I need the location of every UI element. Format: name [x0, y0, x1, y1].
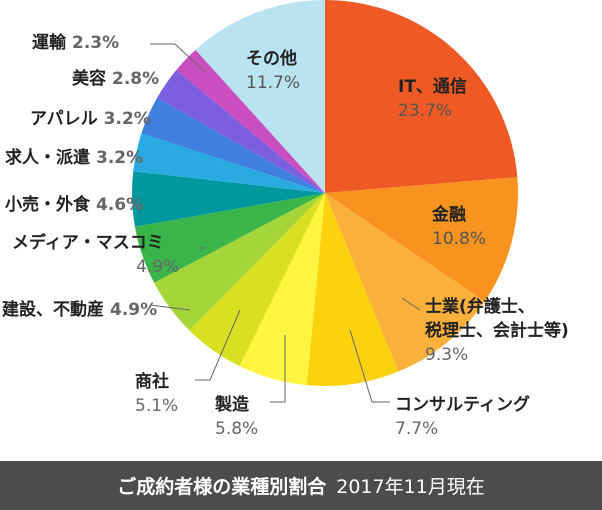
slice-label-0: IT、通信: [398, 76, 467, 97]
pie-slice-1: [325, 177, 518, 302]
leader-line-6: [149, 304, 191, 311]
pie-slice-12: [176, 49, 325, 193]
slice-value-3: 7.7%: [395, 419, 438, 439]
pie-slice-10: [141, 97, 325, 193]
footer-title: ご成約者様の業種別割合: [117, 476, 327, 498]
pie-slice-13: [195, 0, 325, 193]
pie-slice-0: [325, 0, 518, 193]
slice-value-4: 5.8%: [215, 419, 258, 439]
leader-line-3: [349, 329, 390, 403]
slice-value-13: 11.7%: [246, 73, 300, 93]
leader-line-4: [270, 335, 286, 403]
pie-slice-7: [134, 193, 325, 283]
pie-slice-9: [133, 133, 325, 193]
pie-slice-5: [189, 193, 325, 367]
pie-slice-11: [157, 69, 325, 193]
slice-label-7: メディア・マスコミ: [12, 232, 164, 253]
slice-value-0: 23.7%: [398, 101, 452, 121]
slice-label-13: その他: [246, 48, 297, 69]
slice-label-8: 小売・外食 4.6%: [5, 194, 143, 215]
slice-label-1: 金融: [431, 204, 466, 225]
slice-label-9: 求人・派遣 3.2%: [5, 147, 143, 168]
slice-label-2-line1: 税理士、会計士等): [425, 320, 569, 341]
slice-label-6: 建設、不動産 4.9%: [2, 299, 157, 320]
pie-chart: IT、通信 23.7% 金融 10.8% 士業(弁護士、税理士、会計士等) 9.3% コンサ…: [2, 0, 569, 439]
slice-label-12: 運輸 2.3%: [32, 32, 119, 53]
chart-footer: ご成約者様の業種別割合 2017年11月現在: [0, 461, 602, 510]
pie-slice-3: [306, 193, 399, 386]
footer-note: 2017年11月現在: [336, 476, 485, 498]
leader-line-2: [401, 297, 421, 311]
slice-label-4: 製造: [214, 394, 250, 415]
slice-value-7: 4.9%: [136, 257, 179, 277]
slice-label-5: 商社: [135, 371, 169, 392]
slice-label-2: 士業(弁護士、: [425, 296, 535, 317]
pie-slice-6: [154, 193, 325, 331]
pie-slice-4: [239, 193, 325, 386]
pie-slices: [132, 0, 518, 386]
slice-label-10: アパレル 3.2%: [30, 109, 151, 129]
pie-slice-2: [325, 193, 485, 372]
leader-lines: [149, 43, 421, 403]
leader-line-5: [195, 309, 241, 381]
slice-value-2: 9.3%: [425, 345, 468, 365]
slice-label-3: コンサルティング: [395, 394, 530, 415]
slice-value-1: 10.8%: [432, 229, 486, 249]
slice-labels: IT、通信 23.7% 金融 10.8% 士業(弁護士、税理士、会計士等) 9.3% コンサ…: [2, 32, 569, 439]
leader-line-12: [150, 43, 206, 73]
slice-label-11: 美容 2.8%: [72, 68, 159, 89]
slice-value-5: 5.1%: [135, 396, 178, 416]
pie-slice-8: [132, 171, 325, 227]
